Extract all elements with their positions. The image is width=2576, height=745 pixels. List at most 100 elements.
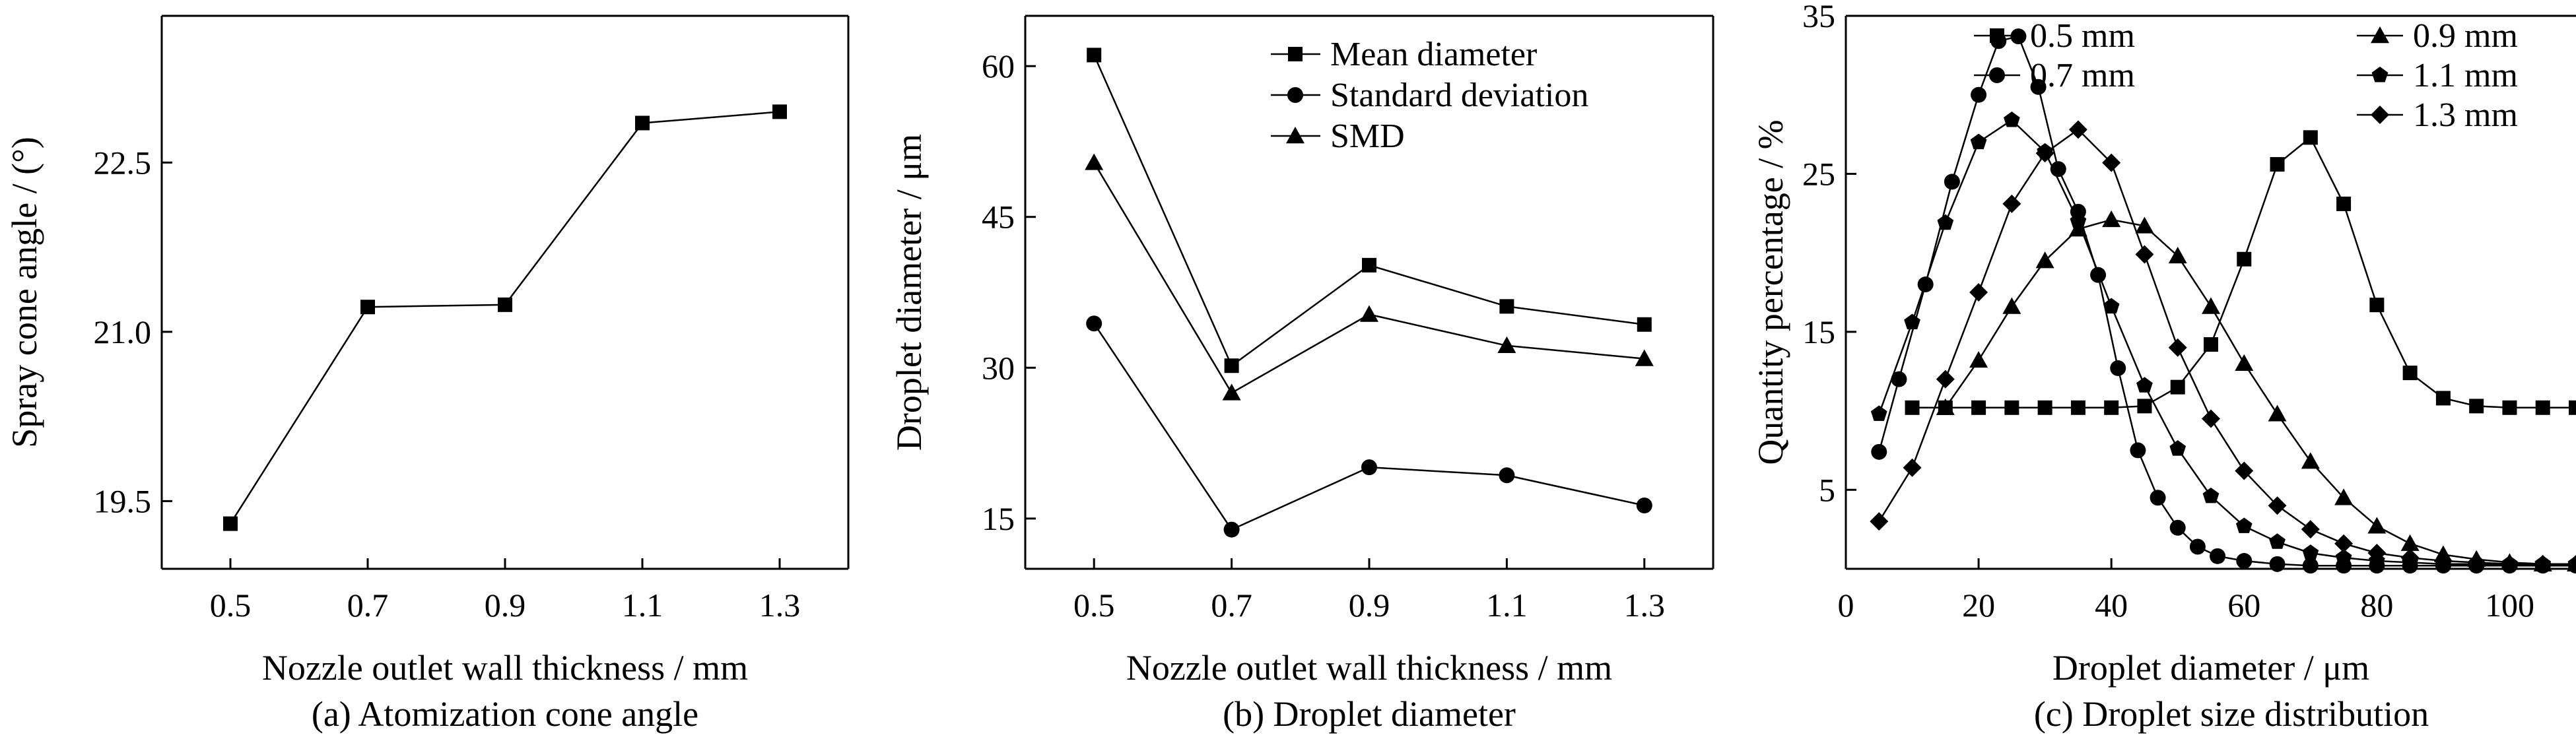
series-line xyxy=(1878,119,2576,566)
y-axis-label: Spray cone angle / (°) xyxy=(5,137,44,447)
data-point xyxy=(1087,48,1102,63)
data-point xyxy=(2002,194,2021,213)
data-point xyxy=(1636,498,1652,514)
data-point xyxy=(2235,354,2254,371)
data-point xyxy=(1936,398,1955,415)
x-tick-label: 1.3 xyxy=(1624,587,1666,624)
series-0-9-mm xyxy=(1936,210,2576,572)
legend-label: Standard deviation xyxy=(1330,77,1588,114)
data-point xyxy=(2367,544,2387,563)
series-1-3-mm xyxy=(1870,120,2576,573)
data-point xyxy=(2502,400,2517,415)
data-point xyxy=(2303,130,2318,145)
y-tick-label: 45 xyxy=(982,199,1015,236)
data-point xyxy=(2004,400,2019,415)
y-tick-label: 15 xyxy=(982,500,1015,537)
series-line xyxy=(229,111,780,525)
data-point xyxy=(2567,554,2576,573)
data-point xyxy=(1637,317,1652,332)
data-point xyxy=(1905,400,1920,415)
data-point xyxy=(2269,556,2286,572)
legend-label: 1.3 mm xyxy=(2413,96,2518,134)
y-axis-label: Droplet diameter / μm xyxy=(889,134,929,451)
series-line xyxy=(1878,128,2576,566)
x-tick-label: 0.9 xyxy=(485,587,526,624)
data-point xyxy=(2135,216,2154,234)
legend-marker xyxy=(1288,47,1303,61)
data-point xyxy=(2150,490,2166,506)
data-point xyxy=(635,115,650,131)
x-tick-label: 1.1 xyxy=(622,587,663,624)
x-tick-label: 0 xyxy=(1838,587,1854,624)
legend-label: SMD xyxy=(1330,117,1405,155)
data-point xyxy=(2268,496,2287,515)
data-point xyxy=(2467,553,2486,572)
y-tick-label: 60 xyxy=(982,48,1015,84)
data-point xyxy=(1085,153,1104,170)
data-point xyxy=(2202,409,2220,428)
legend-marker xyxy=(2371,26,2389,44)
x-axis-label: Nozzle outlet wall thickness / mm xyxy=(262,648,748,688)
series-line xyxy=(1093,323,1645,531)
data-point xyxy=(1223,521,1240,538)
data-point xyxy=(2169,440,2186,456)
data-point xyxy=(1871,443,1887,460)
data-point xyxy=(2202,297,2220,314)
chart-panel-c: 0 20 40 60 80 100 5 15 25 35 Droplet diameter / μm… xyxy=(1751,0,2576,734)
data-point xyxy=(2336,196,2352,211)
data-point xyxy=(1969,350,1988,368)
chart-panel-b: 0.5 0.7 0.9 1.1 1.3 15 30 45 60 Nozzle outlet wal… xyxy=(889,15,1714,734)
data-point xyxy=(2030,79,2047,95)
series-0 xyxy=(223,104,787,531)
plot-frame xyxy=(1845,15,2576,570)
y-tick-label: 21.0 xyxy=(94,313,152,350)
data-point xyxy=(1360,305,1378,322)
series-line xyxy=(1093,162,1644,395)
series-line xyxy=(1944,218,2576,566)
y-tick-label: 25 xyxy=(1802,155,1835,192)
data-point xyxy=(2170,379,2185,395)
data-point xyxy=(2070,400,2085,415)
data-point xyxy=(2335,549,2352,565)
legend-label: 0.5 mm xyxy=(2030,17,2135,55)
x-tick-label: 1.3 xyxy=(759,587,801,624)
data-point xyxy=(1936,370,1955,389)
data-point xyxy=(2367,517,2387,534)
series-standard-deviation xyxy=(1086,315,1652,538)
series-1-1-mm xyxy=(1870,112,2576,571)
data-point xyxy=(223,516,238,531)
data-point xyxy=(1937,214,1954,230)
data-point xyxy=(2500,554,2519,573)
data-point xyxy=(2070,212,2087,228)
data-point xyxy=(2535,400,2550,415)
series-smd xyxy=(1085,153,1654,401)
data-point xyxy=(1903,458,1922,477)
data-point xyxy=(1361,459,1377,476)
legend-label: Mean diameter xyxy=(1330,36,1537,73)
x-tick-label: 0.7 xyxy=(1211,587,1252,624)
data-point xyxy=(2400,534,2420,551)
data-point xyxy=(1971,86,1987,103)
data-point xyxy=(2189,538,2206,555)
data-point xyxy=(2302,558,2319,574)
panel-caption: (c) Droplet size distribution xyxy=(2034,694,2429,734)
legend-marker xyxy=(1989,67,2005,83)
x-tick-label: 60 xyxy=(2227,587,2260,624)
data-point xyxy=(2130,442,2146,459)
x-tick-label: 0.7 xyxy=(347,587,389,624)
data-point xyxy=(2301,520,2320,539)
data-point xyxy=(1497,336,1516,353)
data-point xyxy=(1944,174,1960,190)
y-tick-label: 35 xyxy=(1802,0,1835,34)
data-point xyxy=(2068,120,2087,139)
data-point xyxy=(2334,534,2354,553)
data-point xyxy=(2002,297,2021,314)
legend-marker xyxy=(1990,28,2004,43)
x-tick-label: 40 xyxy=(2095,587,2128,624)
data-point xyxy=(2210,548,2226,564)
data-point xyxy=(2236,553,2253,569)
x-tick-label: 100 xyxy=(2485,587,2534,624)
data-point xyxy=(2035,144,2054,163)
data-point xyxy=(2270,157,2285,172)
